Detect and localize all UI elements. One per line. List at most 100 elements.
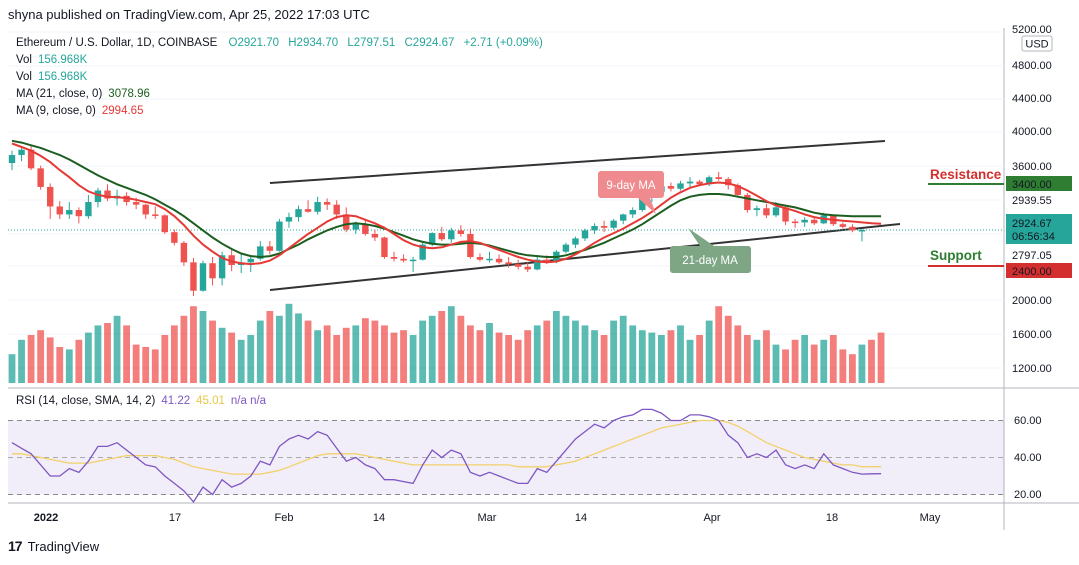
candle-body-69 [667, 186, 675, 189]
candle-body-20 [199, 263, 207, 291]
rsi-line [11, 408, 882, 503]
volume-bar-11 [113, 315, 121, 383]
candle-body-39 [381, 237, 388, 258]
label-3400: 3400.00 [1012, 179, 1052, 191]
candle-body-73 [705, 177, 713, 185]
volume-bar-60 [581, 325, 589, 383]
volume-bar-90 [868, 339, 875, 383]
candle-body-54 [524, 266, 531, 270]
volume-bar-86 [829, 335, 837, 383]
candle-body-30 [295, 209, 302, 218]
vol1-value: 156.968K [38, 54, 88, 66]
time-tick-4: Mar [478, 512, 497, 524]
volume-bar-27 [266, 311, 274, 383]
volume-bar-28 [276, 315, 283, 383]
legend-open: O2921.70 [229, 37, 280, 49]
volume-bar-7 [75, 339, 83, 383]
candle-body-7 [75, 210, 83, 217]
publish-info: shyna published on TradingView.com, Apr … [8, 7, 370, 22]
volume-bar-78 [753, 339, 761, 383]
time-tick-0: 2022 [34, 512, 58, 524]
volume-bar-48 [467, 325, 474, 383]
candle-body-40 [390, 257, 398, 259]
footer: 17 TradingView [8, 538, 99, 554]
volume-bar-36 [352, 325, 360, 383]
support-label: Support [930, 248, 982, 263]
candle-body-8 [85, 202, 92, 217]
ma21-tag: 21-day MA [670, 228, 751, 273]
volume-bar-79 [763, 330, 770, 383]
candle-body-72 [696, 181, 703, 185]
candle-body-1 [18, 149, 25, 156]
label-countdown: 06:56:34 [1012, 231, 1055, 243]
volume-bar-32 [314, 330, 321, 383]
volume-bar-80 [772, 344, 780, 383]
time-tick-8: May [920, 512, 941, 524]
price-axis[interactable]: 5200.00 4800.00 4400.00 4000.00 3600.00 2000.… [1012, 24, 1052, 375]
volume-bar-44 [428, 315, 436, 383]
ma9-line [11, 142, 882, 266]
candle-body-9 [94, 190, 102, 203]
volume-bar-66 [638, 330, 646, 383]
volume-bar-6 [65, 349, 73, 383]
label-2939: 2939.55 [1012, 195, 1052, 207]
legend-change: +2.71 (+0.09%) [464, 37, 543, 49]
label-2400: 2400.00 [1012, 266, 1052, 278]
volume-bar-83 [801, 335, 809, 383]
candle-body-5 [56, 206, 63, 215]
price-tick-4: 3600.00 [1012, 161, 1052, 173]
volume-bar-2 [27, 335, 35, 383]
candle-body-81 [782, 207, 789, 222]
volume-bar-26 [256, 320, 264, 383]
candle-body-47 [457, 230, 465, 234]
candle-body-36 [352, 224, 359, 230]
candle-body-6 [66, 210, 73, 215]
volume-bar-46 [447, 306, 455, 383]
candle-body-31 [304, 209, 312, 212]
volume-bar-21 [209, 320, 216, 383]
volume-bar-25 [247, 335, 255, 383]
candle-body-29 [285, 217, 293, 222]
volume-bar-0 [8, 354, 16, 383]
volume-bar-49 [476, 330, 484, 383]
svg-text:Ethereum / U.S. Dollar, 1D, CO: Ethereum / U.S. Dollar, 1D, COINBASE O29… [16, 37, 543, 49]
candle-body-63 [610, 220, 617, 228]
volume-bar-45 [438, 311, 446, 383]
candle-body-76 [734, 185, 741, 195]
currency-box [1021, 35, 1053, 52]
volume-bar-85 [820, 339, 828, 383]
time-tick-2: Feb [275, 512, 294, 524]
volume-bar-72 [696, 335, 703, 383]
rsi-sma-value: 45.01 [196, 395, 225, 407]
price-tick-1: 4800.00 [1012, 60, 1052, 72]
legend-symbol: Ethereum / U.S. Dollar, 1D, COINBASE [16, 37, 218, 49]
brand-name: TradingView [27, 538, 100, 554]
candle-body-10 [104, 190, 111, 199]
candle-body-0 [8, 155, 16, 164]
volume-bar-39 [381, 325, 388, 383]
candle-body-62 [600, 225, 608, 228]
volume-bar-65 [629, 325, 637, 383]
volume-bar-76 [734, 325, 742, 383]
volume-bar-1 [18, 339, 25, 383]
ma21-tag-text: 21-day MA [682, 255, 738, 267]
vol1-label: Vol [16, 54, 32, 66]
trendlines [269, 140, 901, 291]
candle-body-79 [763, 208, 770, 216]
price-tick-0: 5200.00 [1012, 24, 1052, 36]
time-tick-7: 18 [826, 512, 838, 524]
candle-body-58 [562, 244, 570, 252]
tradingview-logo-icon: 17 [8, 538, 23, 554]
ma21-legend-value: 3078.96 [108, 88, 150, 100]
candle-body-48 [467, 233, 474, 258]
volume-bar-91 [877, 332, 885, 383]
candle-body-45 [438, 233, 445, 240]
candle-body-87 [839, 224, 847, 227]
candle-body-53 [514, 264, 522, 267]
candle-body-3 [37, 168, 44, 187]
rsi-na: n/a n/a [231, 395, 267, 407]
volume-bar-33 [323, 325, 331, 383]
volume-bar-24 [237, 339, 245, 383]
time-axis[interactable]: 2022 17 Feb 14 Mar 14 Apr 18 May [34, 512, 941, 524]
